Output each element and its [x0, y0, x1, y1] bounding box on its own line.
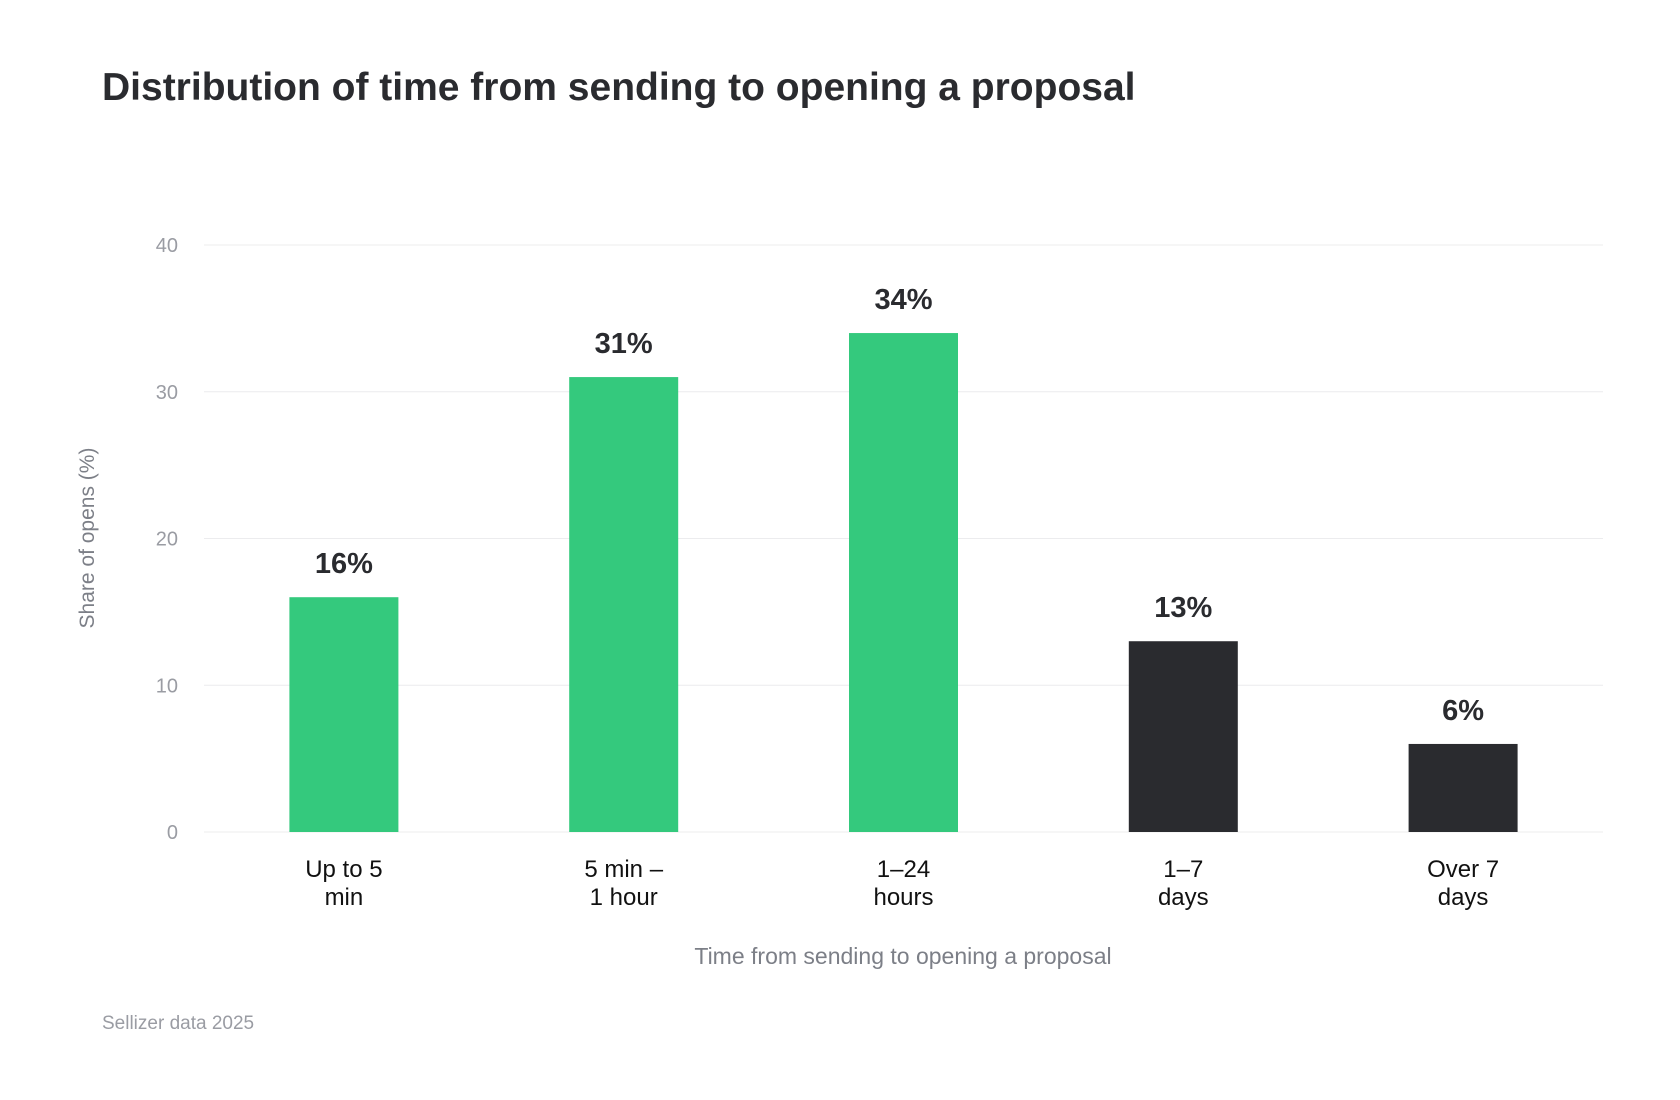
chart-title: Distribution of time from sending to ope… — [102, 66, 1136, 109]
value-label: 16% — [315, 548, 373, 580]
bar — [849, 333, 958, 832]
bar — [289, 597, 399, 832]
bar — [1408, 743, 1518, 832]
bar — [569, 377, 679, 832]
y-axis-label: Share of opens (%) — [76, 448, 99, 629]
y-tick-label: 30 — [156, 382, 178, 404]
x-axis-ticks: Up to 5 min 5 min –1 hour 1–24 hours 1–7 days O… — [305, 856, 1499, 911]
value-label: 6% — [1442, 695, 1484, 727]
value-labels: 16% 31% 34% 13% 6% — [315, 284, 1484, 727]
value-label: 13% — [1154, 592, 1212, 624]
bar — [1128, 641, 1238, 832]
y-tick-label: 20 — [156, 529, 178, 551]
y-tick-label: 0 — [167, 822, 178, 844]
source-note: Sellizer data 2025 — [102, 1013, 255, 1034]
x-tick-label: Over 7 days — [1427, 856, 1499, 911]
bars — [289, 333, 1518, 832]
y-tick-label: 40 — [156, 235, 178, 257]
value-label: 31% — [595, 328, 653, 360]
value-label: 34% — [874, 284, 932, 316]
y-axis-ticks: 0 10 20 30 40 — [156, 235, 178, 844]
y-tick-label: 10 — [156, 675, 178, 697]
x-tick-label: Up to 5 min — [305, 856, 382, 911]
x-axis-label: Time from sending to opening a proposal — [694, 943, 1111, 969]
x-tick-label: 5 min –1 hour — [584, 856, 663, 911]
x-tick-label: 1–24 hours — [873, 856, 933, 911]
x-tick-label: 1–7 days — [1158, 856, 1209, 911]
